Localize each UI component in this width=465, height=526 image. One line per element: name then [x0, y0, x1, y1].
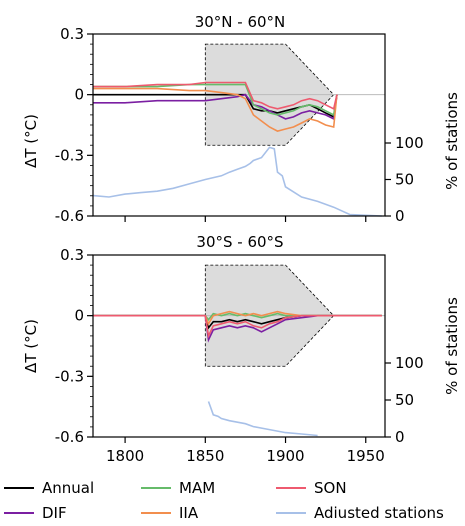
y-axis-right-label: % of stations: [443, 92, 461, 190]
x-tick-label: 1850: [186, 447, 224, 465]
y-tick-label: -0.3: [55, 146, 84, 164]
panel-title: 30°N - 60°N: [195, 13, 286, 31]
y-tick-label: -0.6: [55, 428, 84, 446]
legend-label: SON: [314, 479, 347, 497]
y-right-tick-label: 0: [395, 428, 405, 446]
y-tick-label: -0.6: [55, 207, 84, 225]
y-right-tick-label: 0: [395, 207, 405, 225]
y-axis-label: ΔT (°C): [22, 114, 40, 168]
y-right-tick-label: 100: [395, 354, 424, 372]
panel-south: 30°S - 60°S ΔT (°C) % of stations 0.3 0 -0…: [22, 233, 461, 465]
stations-line: [92, 146, 382, 217]
y-right-tick-label: 50: [395, 391, 414, 409]
y-tick-label: 0: [74, 86, 84, 104]
x-tick-label: 1800: [106, 447, 144, 465]
series-line-son: [93, 314, 382, 339]
series-line-djf: [93, 93, 338, 121]
legend-label: IIA: [179, 504, 199, 522]
series-line-jja: [93, 87, 338, 132]
y-tick-label: -0.3: [55, 367, 84, 385]
series-line-djf: [93, 314, 382, 343]
legend-label: DIF: [42, 504, 67, 522]
legend-label: MAM: [179, 479, 215, 497]
x-tick-label: 1900: [266, 447, 304, 465]
y-right-tick-label: 100: [395, 134, 424, 152]
legend-label: Annual: [42, 479, 94, 497]
y-right-tick-label: 50: [395, 171, 414, 189]
y-tick-label: 0: [74, 307, 84, 325]
series-line-son: [93, 81, 338, 110]
uncertainty-outline: [204, 264, 335, 367]
uncertainty-outline: [204, 43, 335, 146]
legend: Annual MAM SON DIF IIA Adiusted stations: [4, 479, 444, 522]
y-axis-right-label: % of stations: [443, 297, 461, 395]
y-tick-label: 0.3: [60, 246, 84, 264]
stations-line: [207, 401, 318, 437]
y-axis-label: ΔT (°C): [22, 319, 40, 373]
y-tick-label: 0.3: [60, 25, 84, 43]
panel-title: 30°S - 60°S: [196, 233, 283, 251]
x-tick-label: 1950: [347, 447, 385, 465]
panel-north: 30°N - 60°N ΔT (°C) % of stations 0.3 0 -0…: [22, 13, 461, 225]
legend-label: Adiusted stations: [314, 504, 444, 522]
